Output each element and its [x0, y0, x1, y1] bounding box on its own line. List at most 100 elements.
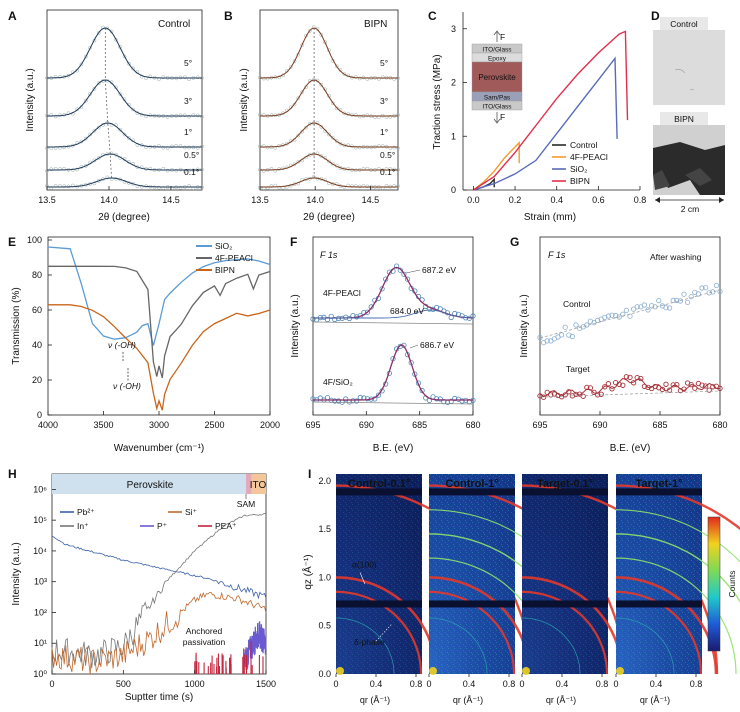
panel-e-label: E	[8, 235, 16, 249]
panel-c-xlabel: Strain (mm)	[524, 212, 576, 223]
panel-i-label: I	[308, 467, 311, 481]
xrd-point-a	[126, 61, 131, 66]
panel-e-annotations: ν (-OH) ν (-OH)	[108, 340, 141, 391]
xrd-point-a	[187, 114, 191, 119]
xrd-fit-a-4	[47, 177, 202, 188]
xrd-point-a	[53, 74, 58, 79]
g-target-point	[591, 389, 597, 396]
photo-bipn-label: BIPN	[674, 114, 694, 124]
e-xtick: 3500	[93, 420, 113, 430]
xrd-point-b	[258, 144, 262, 149]
xrd-xtick: 13.5	[38, 195, 56, 205]
xrd-angle-label: 3°	[380, 96, 388, 106]
xrd-point-b	[361, 167, 366, 171]
xrd-point-a	[165, 146, 170, 150]
panel-a-title: Control	[158, 19, 190, 30]
c-ytick: 2	[451, 78, 456, 88]
i-ytick: 2.0	[318, 476, 331, 486]
xrd-fit-b-3	[260, 153, 398, 171]
g-control-point	[713, 282, 720, 288]
e-ytick: 60	[32, 305, 42, 315]
e-ytick: 0	[37, 410, 42, 420]
xrd-point-b	[273, 168, 278, 173]
band-label-ito: ITO	[250, 480, 267, 491]
giwaxs-title: Control-0.1°	[348, 478, 410, 490]
xrd-point-a	[96, 81, 101, 85]
xrd-point-a	[79, 62, 84, 67]
panel-g-subtitle: After washing	[650, 252, 702, 262]
panel-h-label: H	[8, 467, 17, 481]
perovskite-band	[52, 474, 247, 494]
xps-point	[419, 387, 425, 394]
ftir-line-ftir_sio2	[47, 246, 271, 346]
i-xlabel: qr (Å⁻¹)	[453, 695, 483, 705]
h-legend-p: P⁺	[157, 521, 168, 531]
xps-envelope	[313, 344, 473, 401]
xrd-point-b	[376, 144, 381, 148]
stress-line-sio2	[473, 56, 618, 191]
xrd-point-a	[62, 184, 67, 189]
xrd-point-a	[83, 164, 88, 168]
xrd-angle-label: 5°	[380, 58, 388, 68]
xrd-point-a	[161, 186, 166, 190]
xrd-angle-label: 0.1°	[380, 167, 395, 177]
tof-line-in	[51, 512, 267, 669]
xrd-point-b	[269, 184, 274, 188]
g-control-point	[544, 338, 550, 344]
xps-background	[312, 321, 474, 325]
detector-gap	[522, 600, 608, 608]
xrd-angle-label: 0.5°	[184, 150, 199, 160]
c-ytick: 3	[451, 24, 456, 34]
g-control-point	[558, 332, 565, 338]
i-xtick: 0	[426, 679, 431, 689]
xrd-angle-label: 1°	[380, 127, 388, 137]
xrd-point-a	[53, 114, 58, 119]
xps-point	[404, 276, 411, 282]
xrd-point-b	[330, 101, 335, 106]
g-control-point	[663, 305, 669, 311]
detector-gap	[616, 488, 702, 496]
i-xtick: 0.4	[463, 679, 476, 689]
panel-c-legend: Control 4F-PEACl SiO₂ BIPN	[552, 140, 608, 186]
scale-bar-label: 2 cm	[681, 204, 699, 214]
e-xtick: 4000	[38, 420, 58, 430]
xrd-point-b	[353, 184, 358, 188]
xrd-point-b	[269, 167, 274, 171]
panel-c-lines	[472, 30, 629, 191]
xrd-point-b	[300, 129, 305, 134]
xrd-point-b	[380, 75, 385, 80]
xrd-point-a	[157, 185, 161, 190]
xrd-point-b	[319, 124, 324, 129]
panel-e-ylabel: Transmission (%)	[11, 287, 22, 364]
g-target-point	[692, 385, 698, 391]
colorbar	[707, 516, 721, 652]
g-control-point	[695, 291, 702, 297]
xrd-xtick: 13.5	[251, 195, 269, 205]
g-control-point	[656, 297, 662, 304]
detector-gap	[336, 600, 422, 608]
panel-f-ticks: 695 690 685 680	[305, 411, 481, 430]
panel-a-curves: 5° 3° 1° 0.5° 0.1°	[45, 25, 204, 191]
xrd-point-b	[380, 144, 385, 148]
xrd-point-a	[118, 92, 123, 96]
xrd-point-a	[92, 86, 97, 91]
panel-i-ylabel: qz (Å⁻¹)	[301, 554, 314, 589]
g-control-point	[594, 317, 601, 323]
panel-i-ticks: 0 0.4 0.8 qr (Å⁻¹) 0 0.4 0.8 qr (Å⁻¹) 0 0.4 0.8 qr …	[318, 476, 702, 705]
panel-a-xlabel: 2θ (degree)	[98, 212, 150, 223]
panel-f-plot: 4F-PEACl 4F/SiO₂ 687.2 eV 684.0 eV 686.7 eV	[310, 263, 476, 405]
xrd-point-b	[327, 159, 331, 164]
xrd-point-a	[195, 167, 200, 172]
xrd-point-b	[330, 135, 335, 140]
xrd-point-b	[319, 154, 324, 158]
xrd-point-b	[353, 75, 358, 79]
c-xtick: 0.4	[550, 195, 563, 205]
panel-b-ylabel: Intensity (a.u.)	[239, 68, 250, 131]
g-target-point	[702, 383, 709, 389]
panel-b-title: BIPN	[364, 19, 387, 30]
panel-a: A Control 5° 3° 1° 0.5° 0.1° 13.5 14.0 14.5 2θ…	[8, 9, 204, 223]
xrd-point-a	[45, 146, 49, 150]
stack-layer-label: Sam/Pas	[484, 95, 511, 102]
